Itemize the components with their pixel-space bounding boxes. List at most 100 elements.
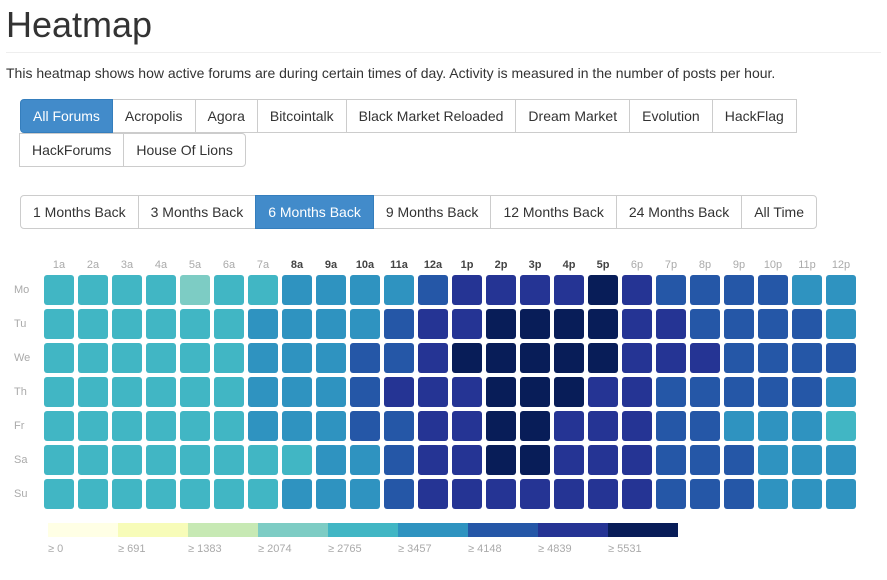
heatmap-cell [826,377,856,407]
heatmap-cell [452,411,482,441]
heatmap-cell [554,411,584,441]
legend-swatch [468,523,538,537]
heatmap-cell [282,275,312,305]
heatmap-body: MoTuWeThFrSaSu [14,273,881,511]
heatmap-cell [724,275,754,305]
heatmap-cell [350,343,380,373]
heatmap-col-label: 12a [416,259,450,273]
timerange-tab[interactable]: 1 Months Back [20,195,139,229]
legend-label: ≥ 1383 [188,543,258,555]
heatmap-cell [316,275,346,305]
heatmap-cell [248,377,278,407]
heatmap-cell [724,343,754,373]
heatmap-cell [214,309,244,339]
forum-tab[interactable]: Evolution [629,99,713,133]
heatmap-cell [180,377,210,407]
heatmap-cell [316,343,346,373]
heatmap-cell [452,343,482,373]
heatmap-cell [350,275,380,305]
heatmap-col-label: 12p [824,259,858,273]
timerange-tab[interactable]: 6 Months Back [255,195,374,229]
heatmap-cell [282,343,312,373]
heatmap-cell [554,343,584,373]
heatmap-cell [792,377,822,407]
heatmap-cell [350,309,380,339]
heatmap-row: Fr [14,409,881,443]
heatmap-cell [316,309,346,339]
heatmap-cell [384,377,414,407]
heatmap-cell [792,445,822,475]
heatmap-row-label: Sa [14,454,42,466]
heatmap-cell [792,309,822,339]
heatmap-col-label: 5a [178,259,212,273]
heatmap-cell [180,275,210,305]
heatmap-cell [316,377,346,407]
heatmap-row: We [14,341,881,375]
heatmap-cell [78,377,108,407]
heatmap-cell [588,377,618,407]
heatmap-row: Mo [14,273,881,307]
timerange-tab[interactable]: 24 Months Back [616,195,742,229]
heatmap-legend: ≥ 0≥ 691≥ 1383≥ 2074≥ 2765≥ 3457≥ 4148≥ … [48,523,881,555]
heatmap-cell [520,479,550,509]
legend-label: ≥ 4148 [468,543,538,555]
heatmap-cell [418,445,448,475]
heatmap-row: Su [14,477,881,511]
timerange-tab[interactable]: 3 Months Back [138,195,257,229]
heatmap-col-label: 8p [688,259,722,273]
heatmap-cell [520,343,550,373]
heatmap-row-label: Th [14,386,42,398]
heatmap-col-label: 8a [280,259,314,273]
heatmap-cell [690,377,720,407]
heatmap-cell [622,479,652,509]
forum-tab[interactable]: Dream Market [515,99,630,133]
legend-label: ≥ 2074 [258,543,328,555]
forum-tab[interactable]: Agora [195,99,258,133]
heatmap-cell [622,377,652,407]
heatmap-cell [384,343,414,373]
heatmap-cell [690,309,720,339]
heatmap-cell [282,411,312,441]
page-title: Heatmap [6,0,881,53]
heatmap-cell [656,445,686,475]
heatmap-cell [826,445,856,475]
heatmap-cell [758,275,788,305]
heatmap-cell [554,479,584,509]
heatmap-cell [146,445,176,475]
heatmap-cell [214,445,244,475]
heatmap-cell [826,411,856,441]
heatmap-cell [282,309,312,339]
heatmap-cell [690,411,720,441]
heatmap-cell [588,309,618,339]
heatmap-cell [180,411,210,441]
heatmap-cell [418,411,448,441]
heatmap-cell [656,411,686,441]
heatmap-cell [486,275,516,305]
legend-swatch [258,523,328,537]
heatmap-cell [792,343,822,373]
forum-tab[interactable]: HackForums [19,133,124,167]
forum-tab[interactable]: Acropolis [112,99,196,133]
forum-tab[interactable]: Bitcointalk [257,99,347,133]
timerange-tab[interactable]: 9 Months Back [373,195,492,229]
heatmap-cell [622,445,652,475]
forum-tab[interactable]: House Of Lions [123,133,246,167]
heatmap-cell [44,479,74,509]
heatmap-cell [826,275,856,305]
heatmap-cell [690,445,720,475]
heatmap-cell [384,309,414,339]
timerange-tab[interactable]: 12 Months Back [490,195,616,229]
heatmap-col-label: 3p [518,259,552,273]
forum-tab[interactable]: Black Market Reloaded [346,99,517,133]
timerange-tab[interactable]: All Time [741,195,817,229]
heatmap-row: Th [14,375,881,409]
heatmap-cell [452,377,482,407]
heatmap-cell [112,275,142,305]
forum-tab[interactable]: All Forums [20,99,113,133]
legend-label: ≥ 0 [48,543,118,555]
heatmap-cell [452,445,482,475]
forum-tab[interactable]: HackFlag [712,99,797,133]
heatmap-col-label: 11p [790,259,824,273]
heatmap-cell [486,411,516,441]
heatmap-cell [180,445,210,475]
